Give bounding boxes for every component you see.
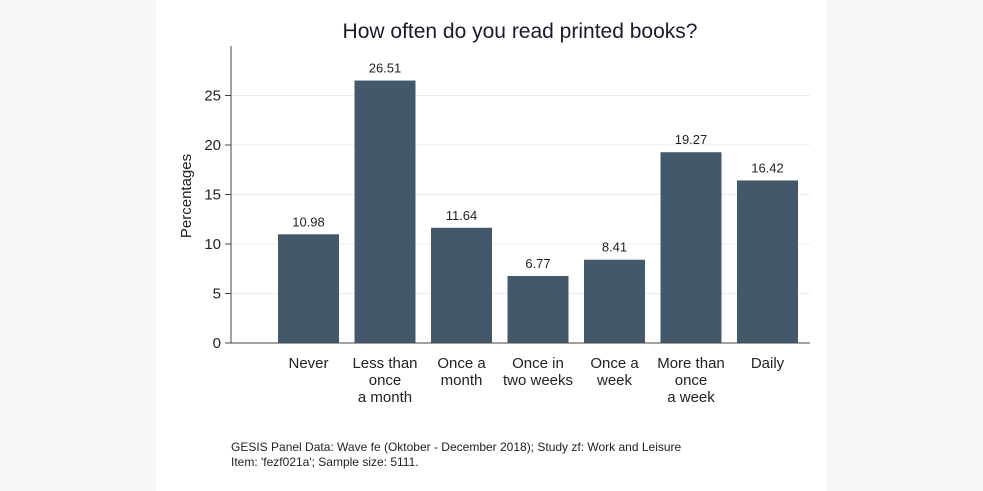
bars: 10.98 26.51 11.64 6.77 8.41 19.27 16.42	[278, 61, 798, 344]
x-tick-label-line: Daily	[751, 355, 785, 372]
bar	[431, 227, 492, 343]
y-tick-label: 20	[204, 137, 221, 154]
x-tick-label: Never	[288, 355, 328, 372]
source-note: GESIS Panel Data: Wave fe (Oktober - Dec…	[231, 440, 682, 454]
y-axis-label: Percentages	[178, 154, 195, 238]
y-tick-label: 0	[213, 335, 221, 352]
bar	[507, 275, 569, 343]
y-tick-label: 10	[204, 236, 221, 253]
bar	[278, 234, 339, 343]
bar-value-label: 16.42	[751, 160, 784, 175]
bar-value-label: 26.51	[369, 61, 402, 76]
x-tick-label-line: Once in	[512, 355, 564, 372]
x-tick-label-line: a month	[358, 389, 412, 406]
bar-value-label: 6.77	[525, 256, 550, 271]
x-tick-label-line: once	[675, 372, 708, 389]
bar	[660, 152, 722, 343]
y-tick-label: 25	[204, 88, 221, 105]
x-tick-label-line: week	[596, 372, 633, 389]
x-tick-label: Once a week	[590, 355, 639, 389]
x-tick-label-line: Once a	[437, 355, 486, 372]
x-tick-label: Daily	[751, 355, 785, 372]
x-tick-label-line: Never	[288, 355, 328, 372]
x-tick-label-line: Once a	[590, 355, 639, 372]
x-tick-label-line: month	[441, 372, 483, 389]
x-tick-label-line: More than	[657, 355, 725, 372]
bar-value-label: 19.27	[675, 132, 708, 147]
item-note: Item: 'fezf021a'; Sample size: 5111.	[231, 455, 419, 469]
x-tick-label-line: two weeks	[503, 372, 573, 389]
x-tick-label-line: once	[369, 372, 402, 389]
x-tick-label: Once in two weeks	[503, 355, 573, 389]
y-tick-label: 5	[213, 286, 221, 303]
bar-value-label: 8.41	[602, 240, 627, 255]
bar	[354, 80, 416, 344]
bar-value-label: 11.64	[446, 208, 478, 223]
y-tick-label: 15	[204, 187, 221, 204]
x-tick-label: Less than once a month	[352, 355, 417, 406]
x-tick-label-line: Less than	[352, 355, 417, 372]
chart-title: How often do you read printed books?	[343, 20, 698, 43]
bar	[584, 259, 645, 343]
x-tick-label: Once a month	[437, 355, 486, 389]
x-tick-label-line: a week	[667, 389, 715, 406]
bar	[737, 180, 798, 343]
x-tick-label: More than once a week	[657, 355, 725, 406]
bar-value-label: 10.98	[292, 214, 325, 229]
